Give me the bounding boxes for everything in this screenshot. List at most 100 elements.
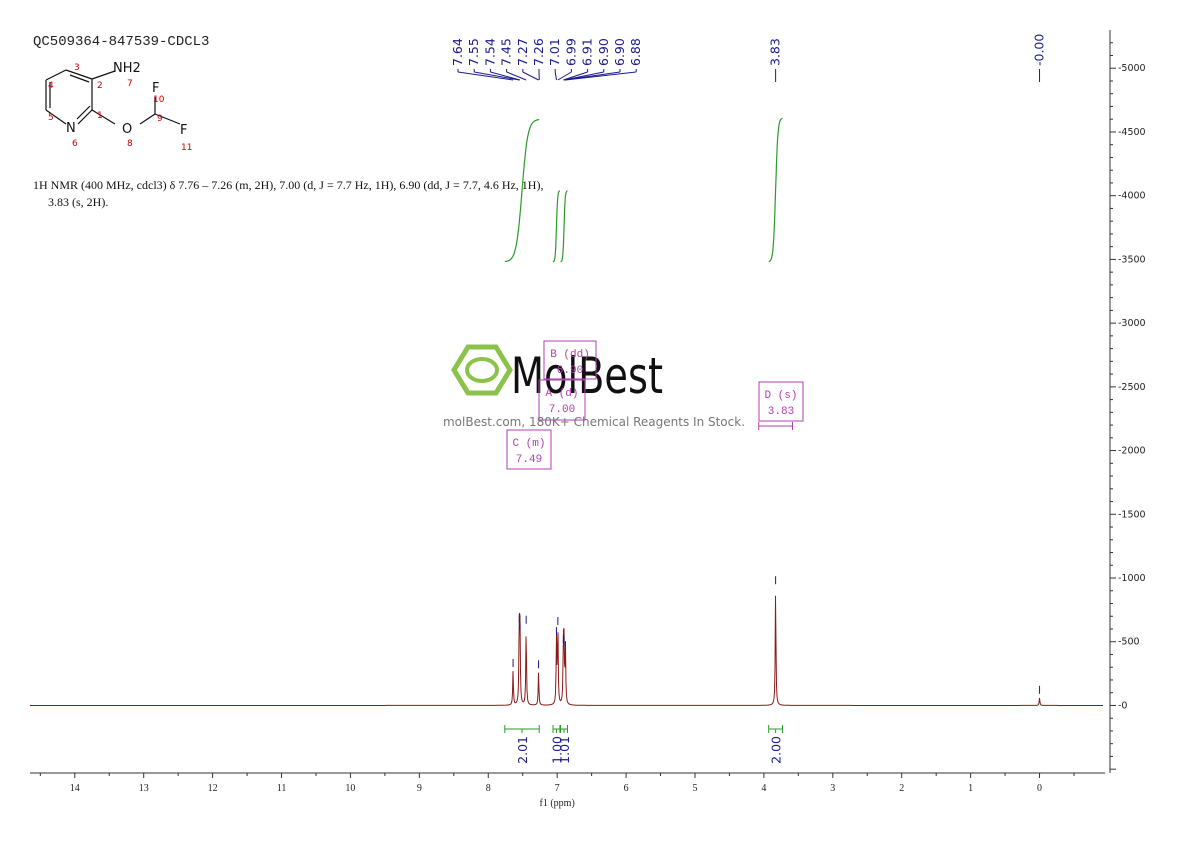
atom-number-6: 6	[72, 139, 78, 149]
peak-label-leader	[490, 71, 521, 81]
integral-curve	[504, 119, 540, 263]
multiplet-box	[758, 381, 804, 422]
atom-number-2: 2	[97, 81, 103, 91]
x-tick-label: 5	[692, 783, 697, 794]
y-tick-label: -3000	[1118, 318, 1146, 329]
watermark-logo-icon	[451, 344, 513, 396]
peak-label-leader	[554, 71, 557, 81]
y-tick-label: -0	[1118, 700, 1127, 711]
peak-label: 6.90	[596, 38, 611, 66]
peak-label-leader	[522, 71, 539, 81]
peak-label-leader	[557, 71, 572, 81]
peak-label: 6.88	[628, 38, 643, 66]
multiplet-box	[543, 340, 597, 380]
peak-label: 7.27	[515, 38, 530, 66]
x-tick-label: 2	[899, 783, 904, 794]
multiplet-label: B (dd)	[550, 349, 590, 361]
integral-bars: 2.01 1.001.01 2.00	[504, 725, 784, 764]
integral-curve	[560, 190, 568, 263]
x-tick-label: 0	[1037, 783, 1042, 794]
spectrum-trace	[30, 595, 1103, 706]
watermark-logo-inner-icon	[465, 357, 499, 383]
watermark-brand: MolBest	[511, 347, 663, 405]
peak-label-leader	[565, 71, 637, 81]
x-tick-label: 1	[968, 783, 973, 794]
integral-value: 2.00	[769, 736, 784, 764]
integral-curve	[768, 117, 783, 263]
y-tick-label: -1500	[1118, 509, 1146, 520]
integral-value: 1.00	[549, 736, 564, 764]
peak-label-leader	[457, 71, 514, 81]
x-tick-label: 10	[345, 783, 355, 794]
multiplet-shift: 7.00	[549, 404, 575, 416]
multiplet-box	[506, 429, 552, 470]
x-tick-label: 3	[830, 783, 835, 794]
x-axis-label: f1 (ppm)	[540, 798, 575, 809]
nmr-description-line-2: 3.83 (s, 2H).	[48, 195, 108, 209]
integral-value: 2.01	[515, 736, 530, 764]
nmr-description-line-1: 1H NMR (400 MHz, cdcl3) δ 7.76 – 7.26 (m…	[33, 178, 543, 192]
peak-label-leader	[563, 71, 588, 81]
x-tick-label: 7	[555, 783, 560, 794]
watermark-tagline: molBest.com, 180K+ Chemical Reagents In …	[443, 415, 745, 429]
multiplet-shift: 3.83	[768, 406, 794, 418]
y-tick-label: -500	[1118, 637, 1140, 648]
y-tick-label: -5000	[1118, 63, 1146, 74]
x-tick-label: 11	[277, 783, 287, 794]
multiplet-label: A (d)	[545, 388, 578, 400]
x-tick-label: 9	[417, 783, 422, 794]
atom-n: N	[66, 121, 76, 136]
atom-number-10: 10	[153, 95, 165, 105]
multiplet-shift: 6.90	[557, 365, 583, 377]
atom-number-11: 11	[181, 143, 192, 153]
peak-label: 7.45	[499, 38, 514, 66]
peak-label: 7.54	[482, 38, 497, 66]
y-tick-label: -1000	[1118, 573, 1146, 584]
molecule-structure	[45, 69, 181, 125]
peak-label: 6.90	[612, 38, 627, 66]
multiplet-box	[538, 379, 586, 421]
peak-label: 6.99	[563, 38, 578, 66]
integral-curve	[552, 190, 561, 263]
sample-id: QC509364-847539-CDCL3	[33, 34, 209, 50]
x-tick-label: 4	[761, 783, 766, 794]
peak-label: 7.26	[531, 38, 546, 66]
molecule-atom-numbers: 1 2 3 4 5 6 7 8 9 10 11	[48, 63, 192, 153]
peak-label: 7.64	[450, 38, 465, 66]
peak-labels: 7.64 7.55 7.54 7.45 7.27 7.26 7.01 6.99 6.91 6.90…	[450, 34, 1047, 82]
atom-number-9: 9	[157, 114, 163, 124]
peak-label: 7.55	[466, 38, 481, 66]
multiplet-label: C (m)	[512, 438, 545, 450]
molecule-atom-labels: N O F F NH2	[66, 61, 187, 138]
x-tick-label: 12	[208, 783, 218, 794]
multiplet-label: D (s)	[764, 390, 797, 402]
atom-o: O	[122, 122, 132, 137]
axes: 14 13 12 11 10 9 8 7 6 5 4 3 2 1 0f1 (ppm)-0-500-1000-…	[30, 30, 1146, 809]
atom-nh2: NH2	[113, 61, 141, 76]
x-tick-label: 14	[70, 783, 80, 794]
watermark: MolBest molBest.com, 180K+ Chemical Reag…	[443, 344, 745, 429]
atom-number-3: 3	[74, 63, 80, 73]
integral-curves	[504, 117, 783, 263]
integral-value: 1.01	[557, 736, 572, 764]
atom-f-bottom: F	[180, 123, 187, 138]
peak-label: 6.91	[580, 38, 595, 66]
atom-number-7: 7	[127, 79, 133, 89]
peak-markers	[512, 576, 1041, 694]
y-tick-label: -2500	[1118, 382, 1146, 393]
peak-label: 7.01	[547, 38, 562, 66]
peak-label-leader	[474, 71, 520, 81]
y-tick-label: -2000	[1118, 446, 1146, 457]
peak-label: 3.83	[768, 38, 783, 66]
multiplet-shift: 7.49	[516, 454, 542, 466]
y-tick-label: -4000	[1118, 191, 1146, 202]
atom-number-4: 4	[48, 81, 54, 91]
x-tick-label: 13	[139, 783, 149, 794]
atom-number-1: 1	[97, 111, 103, 121]
atom-f-top: F	[152, 81, 159, 96]
atom-number-5: 5	[48, 113, 54, 123]
peak-label-leader	[506, 71, 527, 81]
y-tick-label: -3500	[1118, 254, 1146, 265]
multiplet-boxes: B (dd) 6.90 A (d) 7.00 C (m) 7.49 D (s) 3.83	[506, 340, 804, 470]
